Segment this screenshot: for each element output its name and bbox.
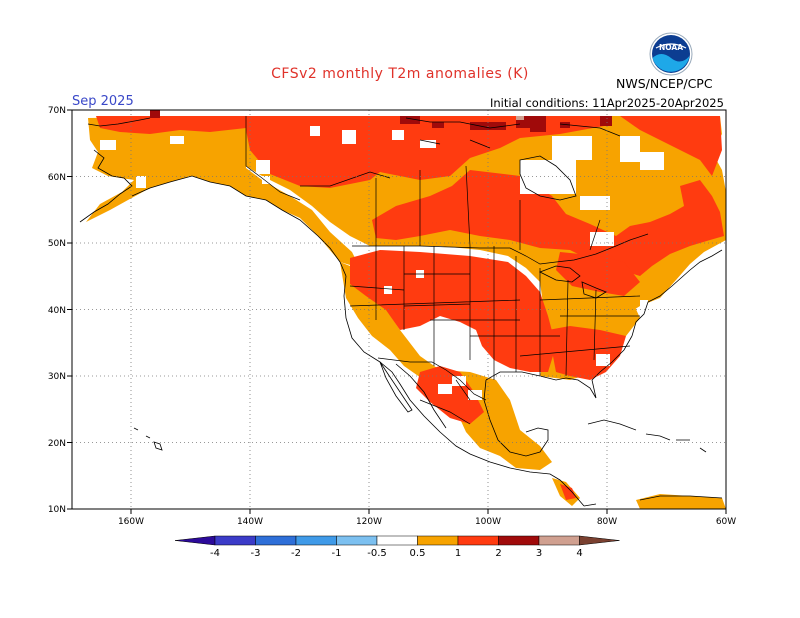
legend-box [214,535,256,546]
legend-tick-label: 2 [495,548,501,559]
legend-tick-label: -3 [251,548,261,559]
noaa-logo-icon: NOAA [649,32,693,76]
legend-box [417,535,459,546]
lat-label: 10N [48,505,66,515]
lat-label: 60N [48,173,66,183]
legend-box [255,535,297,546]
axis-ticks [67,109,727,514]
legend-tick-labels: -4 -3 -2 -1 -0.5 0.5 1 2 3 4 [210,548,583,559]
coastlines [79,117,723,507]
lon-label: 160W [118,517,144,527]
lat-label: 30N [48,372,66,382]
legend-box [498,535,540,546]
organization-label: NWS/NCEP/CPC [616,76,713,91]
legend-tick-label: 0.5 [410,548,426,559]
legend-tick-label: -2 [291,548,301,559]
lat-label: 70N [48,106,66,116]
legend-box [295,535,337,546]
legend-tick-label: 1 [455,548,461,559]
initial-conditions-label: Initial conditions: 11Apr2025-20Apr2025 [490,96,724,110]
legend-box [457,535,499,546]
lon-label: 100W [475,517,501,527]
lon-label: 60W [716,517,736,527]
valid-month-label: Sep 2025 [72,94,134,109]
lat-label: 50N [48,239,66,249]
legend-tick-label: -0.5 [367,548,387,559]
map-title: CFSv2 monthly T2m anomalies (K) [271,66,529,82]
logo-text: NOAA [659,43,683,52]
legend-tick-label: -1 [332,548,342,559]
legend-box [538,535,580,546]
anomaly-shading [86,110,726,509]
lon-label: 80W [597,517,617,527]
lon-label: 140W [237,517,263,527]
legend-color-boxes [174,535,620,546]
legend-box [336,535,378,546]
lat-label: 20N [48,439,66,449]
political-borders [245,116,649,425]
legend-box-below-min [174,535,216,546]
lon-label: 120W [356,517,382,527]
legend-box [376,535,418,546]
legend-tick-label: 3 [536,548,542,559]
legend-tick-label: -4 [210,548,220,559]
graticule [72,110,726,509]
legend-box-above-max [579,535,620,546]
lat-label: 40N [48,306,66,316]
legend-tick-label: 4 [576,548,582,559]
